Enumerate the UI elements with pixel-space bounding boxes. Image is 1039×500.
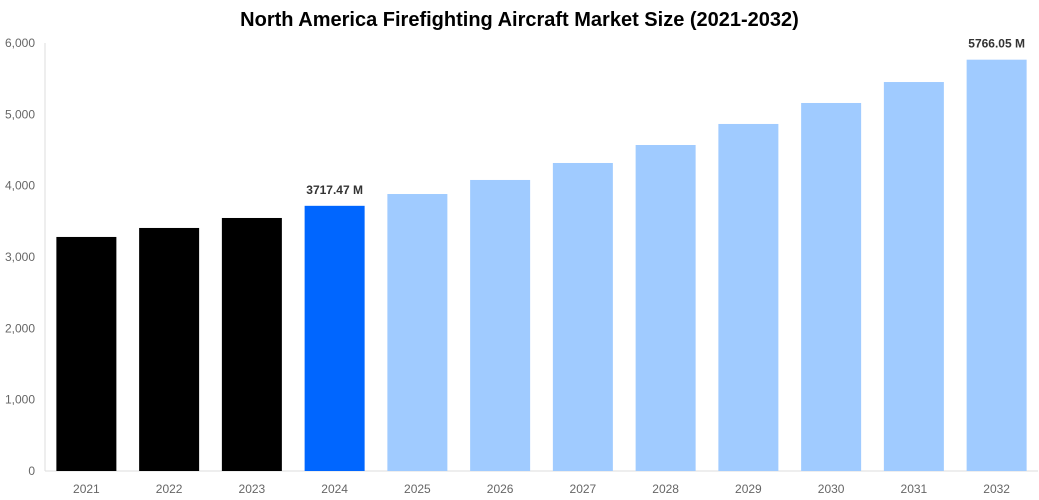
bar-2031 bbox=[883, 82, 944, 471]
bar-2023 bbox=[221, 217, 282, 471]
y-tick-label: 0 bbox=[28, 464, 35, 478]
y-tick-label: 1,000 bbox=[5, 393, 35, 407]
x-tick-label: 2028 bbox=[652, 482, 679, 496]
bar-2029 bbox=[718, 123, 779, 472]
x-tick-label: 2031 bbox=[901, 482, 928, 496]
y-tick-label: 6,000 bbox=[5, 36, 35, 50]
bar-2032 bbox=[966, 59, 1027, 471]
x-tick-label: 2025 bbox=[404, 482, 431, 496]
x-tick-label: 2021 bbox=[73, 482, 100, 496]
y-tick-label: 5,000 bbox=[5, 107, 35, 121]
bar-2022 bbox=[139, 227, 200, 471]
data-label: 3717.47 M bbox=[306, 183, 363, 197]
bar-2027 bbox=[552, 162, 613, 471]
x-tick-label: 2026 bbox=[487, 482, 514, 496]
x-tick-label: 2023 bbox=[239, 482, 266, 496]
data-label: 5766.05 M bbox=[968, 37, 1025, 51]
x-tick-label: 2032 bbox=[983, 482, 1010, 496]
x-tick-label: 2027 bbox=[570, 482, 597, 496]
bar-2025 bbox=[387, 194, 448, 471]
y-tick-label: 4,000 bbox=[5, 179, 35, 193]
bar-2026 bbox=[470, 179, 531, 471]
y-tick-label: 3,000 bbox=[5, 250, 35, 264]
x-tick-label: 2030 bbox=[818, 482, 845, 496]
bar-2021 bbox=[56, 236, 117, 471]
bar-2030 bbox=[801, 102, 862, 471]
x-tick-label: 2029 bbox=[735, 482, 762, 496]
chart-title: North America Firefighting Aircraft Mark… bbox=[240, 9, 799, 31]
x-tick-label: 2022 bbox=[156, 482, 183, 496]
x-tick-label: 2024 bbox=[321, 482, 348, 496]
y-tick-label: 2,000 bbox=[5, 321, 35, 335]
bar-2024 bbox=[304, 205, 365, 471]
bar-2028 bbox=[635, 145, 696, 472]
